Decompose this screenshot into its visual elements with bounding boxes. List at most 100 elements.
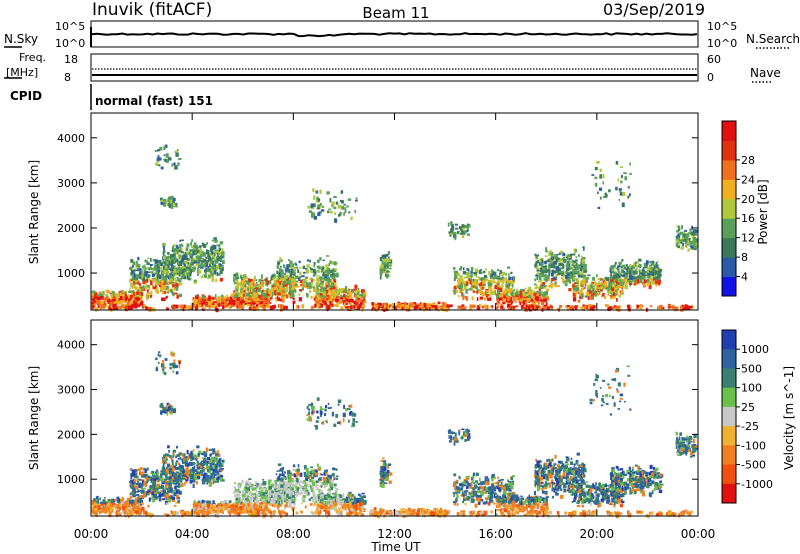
echo-cell — [527, 289, 530, 293]
echo-cell — [259, 302, 262, 305]
echo-cell — [469, 276, 472, 279]
echo-cell — [502, 299, 506, 305]
echo-cell — [689, 240, 693, 245]
echo-cell — [461, 234, 465, 239]
echo-cell — [682, 242, 684, 247]
echo-cell — [612, 294, 616, 299]
echo-cell — [683, 307, 687, 310]
echo-cell — [165, 476, 168, 479]
echo-cell — [683, 233, 687, 238]
echo-cell — [338, 287, 341, 292]
echo-cell — [286, 285, 289, 289]
echo-cell — [109, 301, 113, 306]
echo-cell — [356, 295, 360, 298]
echo-cell — [331, 285, 334, 290]
echo-cell — [101, 292, 104, 296]
echo-cell — [173, 256, 177, 261]
echo-cell — [106, 501, 109, 505]
echo-cell — [267, 300, 270, 305]
echo-cell — [619, 273, 622, 275]
echo-cell — [216, 271, 219, 277]
echo-cell — [489, 273, 494, 278]
echo-cell — [138, 276, 142, 279]
echo-cell — [208, 297, 210, 302]
echo-cell — [92, 304, 95, 309]
echo-cell — [280, 291, 283, 296]
echo-cell — [317, 204, 320, 209]
echo-cell — [606, 286, 610, 290]
echo-cell — [330, 295, 334, 299]
echo-cell — [276, 281, 278, 284]
echo-cell — [405, 307, 409, 312]
echo-cell — [628, 193, 631, 197]
echo-cell — [241, 284, 244, 287]
echo-cell — [303, 271, 306, 274]
echo-cell — [639, 304, 642, 307]
echo-cell — [182, 265, 186, 270]
echo-cell — [113, 300, 117, 305]
echo-cell — [675, 238, 679, 243]
echo-cell — [386, 265, 389, 269]
echo-cell — [178, 244, 181, 249]
echo-cell — [610, 279, 614, 282]
echo-cell — [225, 295, 228, 298]
echo-cell — [347, 295, 350, 299]
echo-cell — [401, 306, 404, 311]
echo-cell — [551, 269, 554, 274]
echo-cell — [565, 254, 568, 257]
echo-cell — [274, 280, 278, 284]
echo-cell — [314, 300, 317, 305]
echo-cell — [265, 304, 268, 307]
echo-cell — [145, 293, 148, 298]
echo-cell — [584, 280, 586, 285]
echo-cell — [677, 245, 680, 249]
echo-cell — [317, 261, 320, 264]
echo-cell — [193, 279, 197, 282]
echo-cell — [332, 271, 335, 274]
echo-cell — [496, 298, 499, 302]
echo-cell — [186, 272, 189, 275]
echo-cell — [207, 295, 211, 298]
echo-cell — [340, 300, 344, 303]
echo-cell — [644, 270, 647, 273]
echo-cell — [304, 278, 308, 283]
echo-cell — [325, 282, 328, 286]
echo-cell — [385, 269, 389, 272]
echo-cell — [196, 250, 200, 254]
echo-cell — [618, 273, 621, 279]
echo-cell — [311, 206, 315, 210]
echo-cell — [306, 264, 310, 268]
echo-cell — [252, 285, 256, 288]
echo-cell — [160, 272, 163, 275]
echo-cell — [190, 258, 193, 261]
echo-cell — [174, 150, 178, 154]
echo-cell — [236, 288, 240, 291]
echo-cell — [451, 231, 455, 234]
echo-cell — [602, 174, 605, 179]
echo-cell — [453, 234, 457, 239]
echo-cell — [267, 280, 271, 284]
echo-cell — [180, 260, 183, 263]
echo-cell — [583, 266, 587, 271]
echo-cell — [439, 305, 443, 308]
echo-cell — [176, 490, 179, 494]
echo-cell — [471, 296, 474, 301]
echo-cell — [255, 281, 258, 284]
echo-cell — [470, 282, 473, 285]
echo-cell — [149, 265, 152, 269]
echo-cell — [198, 264, 201, 269]
echo-cell — [243, 293, 245, 297]
echo-cell — [287, 293, 290, 298]
echo-cell — [159, 146, 163, 151]
echo-cell — [574, 249, 577, 254]
echo-cell — [585, 281, 588, 284]
echo-cell — [240, 296, 243, 300]
echo-cell — [177, 486, 181, 489]
echo-cell — [279, 272, 281, 277]
echo-cell — [290, 271, 293, 276]
echo-cell — [466, 233, 470, 236]
echo-cell — [335, 272, 339, 277]
echo-cell — [288, 288, 291, 293]
echo-cell — [644, 264, 648, 269]
echo-cell — [250, 290, 254, 294]
